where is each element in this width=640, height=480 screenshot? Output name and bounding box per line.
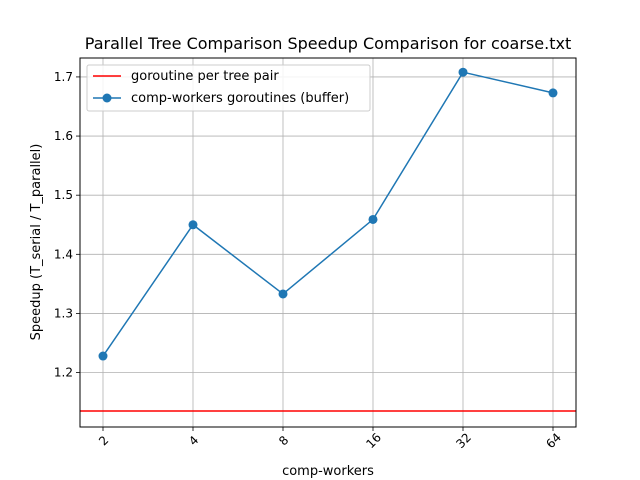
y-axis-label: Speedup (T_serial / T_parallel): [29, 144, 44, 341]
y-tick-label: 1.5: [54, 188, 73, 202]
legend-label-reference: goroutine per tree pair: [131, 69, 279, 84]
data-point: [188, 220, 198, 230]
series: [98, 67, 558, 361]
grid: [80, 58, 576, 427]
y-tick-label: 1.7: [54, 70, 73, 84]
data-point: [368, 214, 378, 224]
data-point: [458, 67, 468, 77]
legend-label-series: comp-workers goroutines (buffer): [131, 91, 349, 106]
plot-frame: [79, 57, 577, 428]
x-axis-label: comp-workers: [282, 464, 374, 479]
series-line: [102, 71, 554, 357]
legend: goroutine per tree pair comp-workers gor…: [86, 64, 371, 112]
data-point: [278, 289, 288, 299]
y-tick-label: 1.4: [54, 247, 73, 261]
legend-box: [86, 64, 371, 112]
y-axis-ticks: 1.2 1.3 1.4 1.5 1.6 1.7: [54, 70, 80, 380]
y-tick-label: 1.6: [54, 129, 73, 143]
y-tick-label: 1.2: [54, 366, 73, 380]
data-point: [548, 88, 558, 98]
y-tick-label: 1.3: [54, 306, 73, 320]
chart-title: Parallel Tree Comparison Speedup Compari…: [85, 34, 571, 53]
legend-marker-series: [102, 93, 112, 103]
data-point: [98, 351, 108, 361]
